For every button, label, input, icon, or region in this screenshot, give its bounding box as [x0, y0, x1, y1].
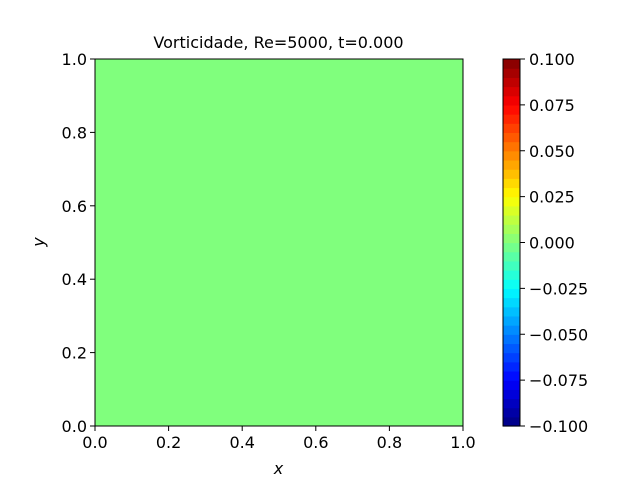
colorbar-band	[503, 270, 520, 280]
colorbar-band	[503, 251, 520, 262]
colorbar-tick-label: 0.100	[529, 50, 575, 69]
colorbar-band	[503, 104, 520, 115]
colorbar-band	[503, 233, 520, 244]
colorbar-band	[503, 169, 520, 179]
colorbar-band	[503, 196, 520, 207]
y-axis-label: y	[29, 237, 48, 248]
x-tick-label: 1.0	[450, 433, 475, 452]
y-tick-label: 1.0	[62, 50, 87, 69]
colorbar-band	[503, 389, 520, 400]
chart-title: Vorticidade, Re=5000, t=0.000	[153, 33, 403, 52]
colorbar-band	[503, 214, 520, 225]
colorbar-band	[503, 132, 520, 143]
colorbar-band	[503, 325, 520, 335]
plot-frame	[94, 58, 464, 427]
colorbar-tick-label: −0.100	[529, 417, 588, 436]
colorbar-band	[503, 279, 520, 289]
colorbar-band	[503, 315, 520, 326]
colorbar-band	[503, 141, 520, 152]
x-tick-label: 0.8	[377, 433, 402, 452]
colorbar-band	[503, 242, 520, 253]
colorbar-tick-label: 0.000	[529, 234, 575, 253]
colorbar-tick-label: 0.075	[529, 96, 575, 115]
colorbar-band	[503, 334, 520, 345]
colorbar-band	[503, 95, 520, 106]
colorbar-tick-label: 0.025	[529, 188, 575, 207]
y-tick-label: 0.8	[62, 123, 87, 142]
colorbar-band	[503, 407, 520, 418]
colorbar-band	[503, 187, 520, 198]
x-tick-label: 0.6	[303, 433, 328, 452]
x-tick-label: 0.0	[82, 433, 107, 452]
colorbar-band	[503, 297, 520, 308]
colorbar-band	[503, 86, 520, 97]
colorbar-band	[503, 205, 520, 216]
y-tick-label: 0.0	[62, 417, 87, 436]
colorbar-band	[503, 150, 520, 161]
colorbar-band	[503, 178, 520, 189]
colorbar-band	[503, 59, 520, 69]
colorbar-band	[503, 77, 520, 88]
colorbar-band	[503, 380, 520, 390]
vorticity-field	[95, 59, 463, 426]
y-tick-label: 0.4	[62, 270, 87, 289]
colorbar-band	[503, 306, 520, 317]
colorbar-band	[503, 123, 520, 133]
colorbar-band	[503, 68, 520, 78]
colorbar-band	[503, 224, 520, 234]
colorbar-band	[503, 114, 520, 124]
colorbar-band	[503, 398, 520, 409]
colorbar-band	[503, 159, 520, 170]
colorbar: −0.100 −0.075 −0.050 −0.025 0.000 0.025 0.050 0…	[502, 50, 588, 436]
colorbar-band	[503, 260, 520, 271]
colorbar-band	[503, 370, 520, 381]
colorbar-tick-label: −0.050	[529, 325, 588, 344]
x-axis-label: x	[273, 459, 284, 478]
y-tick-label: 0.6	[62, 197, 87, 216]
colorbar-band	[503, 343, 520, 354]
x-tick-label: 0.4	[229, 433, 254, 452]
colorbar-band	[503, 361, 520, 372]
y-axis: 0.0 0.2 0.4 0.6 0.8 1.0	[62, 50, 95, 436]
x-tick-label: 0.2	[156, 433, 181, 452]
colorbar-band	[503, 416, 520, 427]
x-axis: 0.0 0.2 0.4 0.6 0.8 1.0	[82, 426, 476, 452]
colorbar-band	[503, 352, 520, 363]
colorbar-band	[503, 288, 520, 299]
colorbar-tick-label: −0.075	[529, 371, 588, 390]
colorbar-tick-label: 0.050	[529, 142, 575, 161]
y-tick-label: 0.2	[62, 344, 87, 363]
colorbar-tick-label: −0.025	[529, 279, 588, 298]
plot-area	[94, 58, 464, 427]
